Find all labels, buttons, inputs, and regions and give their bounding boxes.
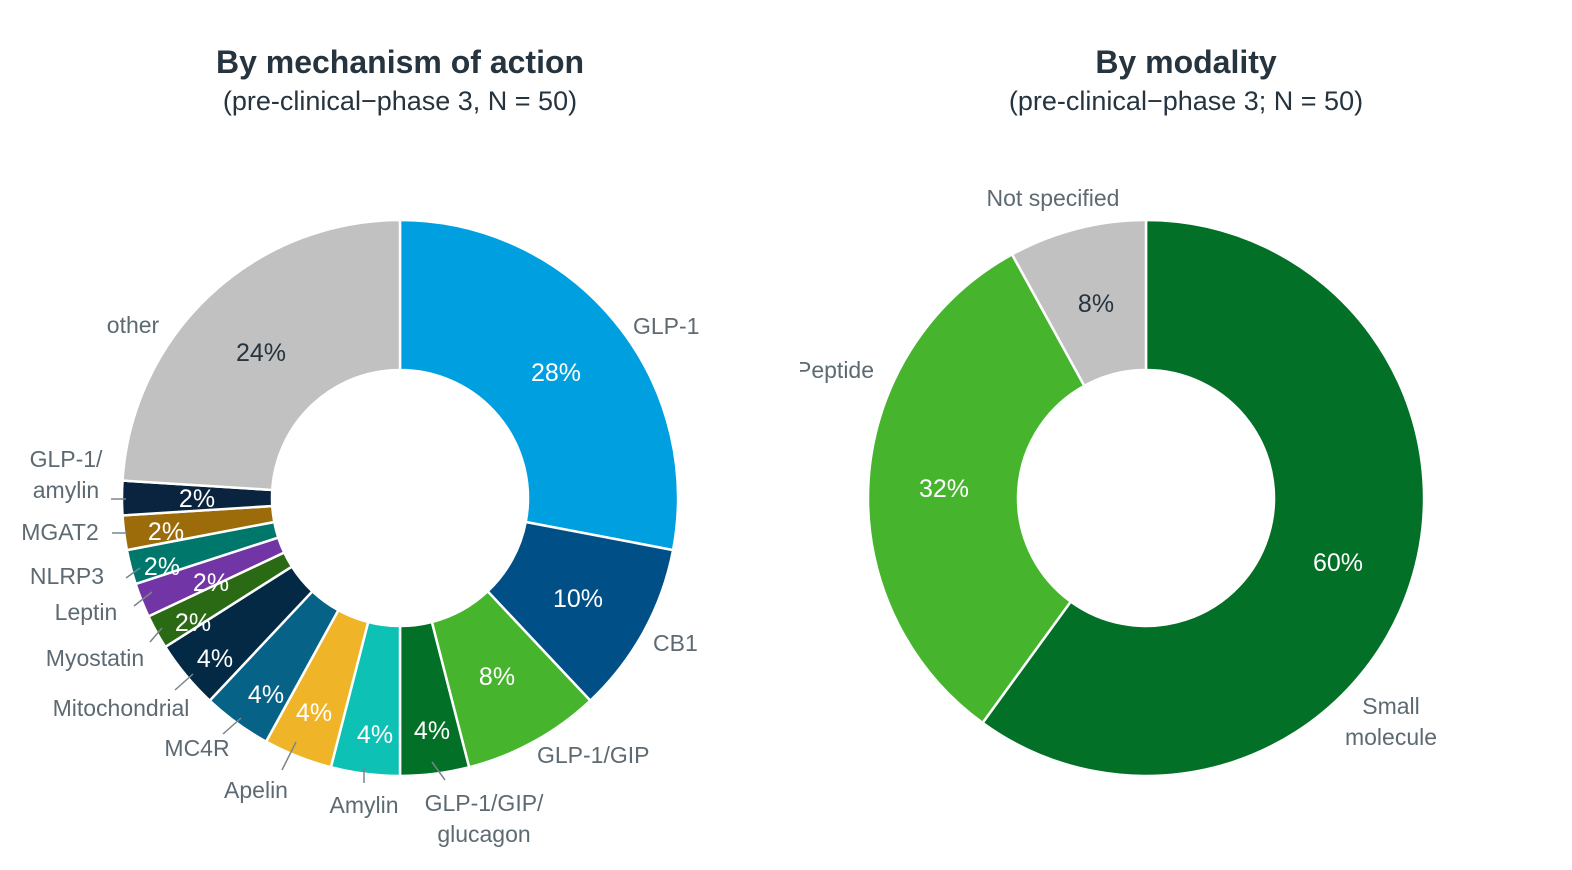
category-label-mitochondrial: Mitochondrial — [53, 695, 190, 721]
leader-line-apelin — [281, 741, 297, 771]
category-label-mc4r: MC4R — [164, 735, 229, 761]
pct-label-small-molecule: 60% — [1313, 549, 1363, 577]
chart-title: By mechanism of action — [215, 44, 585, 80]
category-label-small-molecule: Small molecule — [1345, 693, 1437, 750]
pct-label-mgat2: 2% — [148, 518, 184, 546]
pct-label-myostatin: 2% — [175, 609, 211, 637]
pct-label-apelin: 4% — [296, 699, 332, 727]
category-label-amylin: Amylin — [329, 792, 398, 818]
leader-line-nlrp3 — [125, 567, 141, 579]
pct-label-nlrp3: 2% — [144, 553, 180, 581]
pct-label-peptide: 32% — [919, 475, 969, 503]
slice-other — [121, 218, 402, 492]
leader-line-leptin — [133, 591, 153, 607]
category-label-cb1: CB1 — [653, 630, 698, 656]
category-label-peptide: Peptide — [800, 357, 874, 383]
pct-label-not-specified: 8% — [1078, 290, 1114, 318]
category-label-glp-1: GLP-1 — [633, 313, 699, 339]
leader-line-glp-1-gip-glucagon — [431, 761, 446, 781]
category-label-other: other — [107, 312, 160, 338]
mechanism-chart-panel: By mechanism of action (pre-clinical−pha… — [21, 44, 699, 847]
slice-glp-1 — [398, 218, 680, 552]
pct-label-amylin: 4% — [357, 721, 393, 749]
leader-line-myostatin — [149, 627, 163, 643]
category-label-nlrp3: NLRP3 — [30, 563, 104, 589]
mechanism-donut-chart: 28% GLP-1 10% CB1 8% GLP-1/GIP 4% GLP-1/GIP/glu… — [21, 218, 699, 847]
slice-small-molecule — [980, 218, 1426, 778]
category-label-mgat2: MGAT2 — [21, 519, 99, 545]
chart-title: By modality — [1095, 44, 1277, 80]
category-label-glp-1-gip-glucagon: GLP-1/GIP/glucagon — [425, 790, 544, 847]
pct-label-mitochondrial: 4% — [197, 645, 233, 673]
category-label-apelin: Apelin — [224, 777, 288, 803]
chart-subtitle: (pre-clinical−phase 3; N = 50) — [1008, 86, 1364, 116]
modality-donut-chart: 60% Small molecule 32% Peptide 8% Not specifie… — [800, 185, 1437, 778]
chart-subtitle: (pre-clinical−phase 3, N = 50) — [222, 86, 578, 116]
pct-label-glp-1-gip-glucagon: 4% — [414, 717, 450, 745]
pct-label-other: 24% — [236, 339, 286, 367]
modality-chart-panel: By modality (pre-clinical−phase 3; N = 5… — [800, 0, 1572, 870]
pct-label-glp-1-amylin: 2% — [179, 485, 215, 513]
pct-label-cb1: 10% — [553, 585, 603, 613]
category-label-glp-1-amylin: GLP-1/amylin — [30, 446, 103, 503]
pct-label-leptin: 2% — [193, 569, 229, 597]
category-label-myostatin: Myostatin — [46, 645, 144, 671]
category-label-leptin: Leptin — [55, 599, 118, 625]
pct-label-mc4r: 4% — [248, 681, 284, 709]
category-label-not-specified: Not specified — [987, 185, 1120, 211]
slice-not-specified — [1010, 218, 1148, 388]
category-label-glp-1-gip: GLP-1/GIP — [537, 742, 649, 768]
leader-line-mc4r — [222, 717, 242, 735]
slice-peptide — [866, 252, 1087, 725]
leader-line-mitochondrial — [174, 673, 194, 691]
pct-label-glp-1-gip: 8% — [479, 663, 515, 691]
pct-label-glp-1: 28% — [531, 359, 581, 387]
